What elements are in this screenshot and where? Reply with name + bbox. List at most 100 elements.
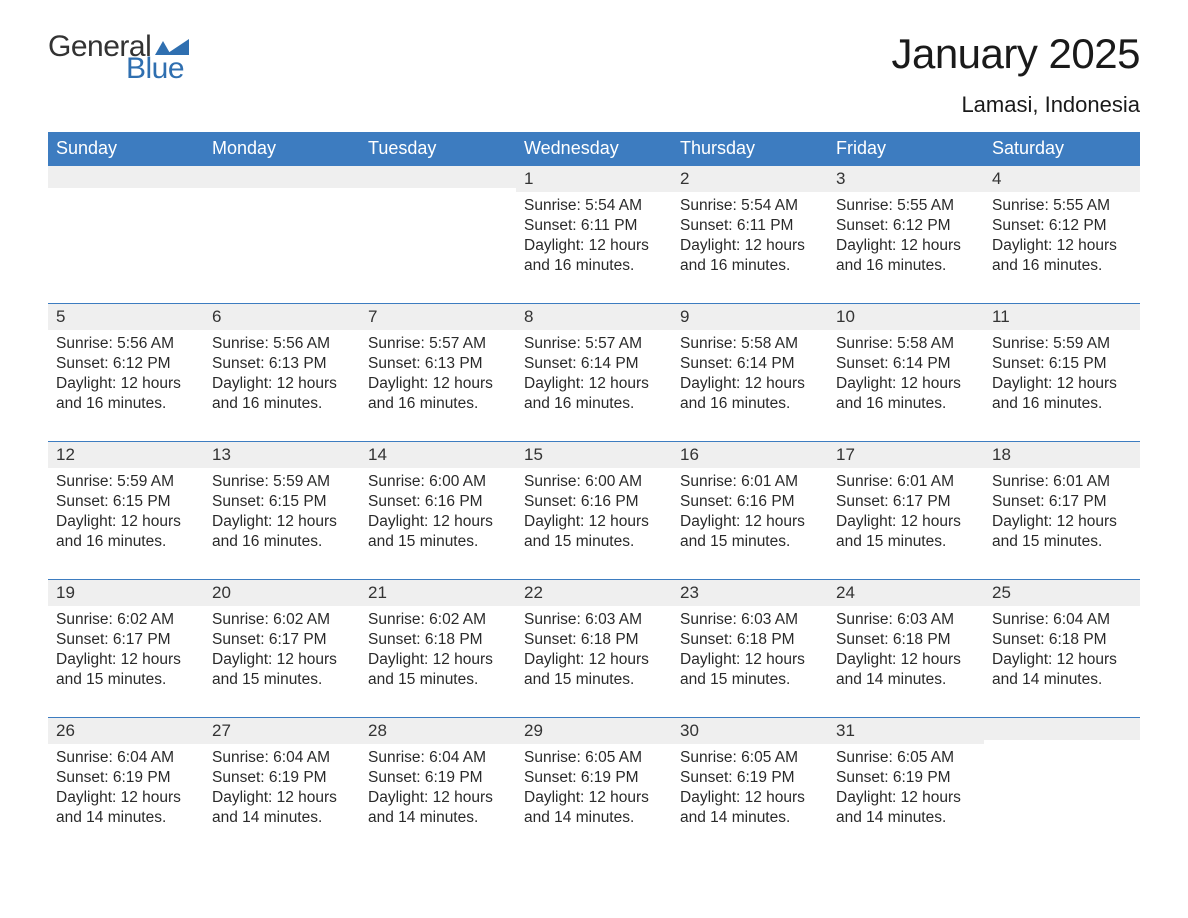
- daylight-line: Daylight: 12 hours: [368, 650, 508, 670]
- daylight-line: and 14 minutes.: [524, 808, 664, 828]
- calendar-week-row: 5Sunrise: 5:56 AMSunset: 6:12 PMDaylight…: [48, 304, 1140, 442]
- daylight-line: and 16 minutes.: [524, 256, 664, 276]
- daylight-line: and 15 minutes.: [524, 532, 664, 552]
- day-details: Sunrise: 6:01 AMSunset: 6:16 PMDaylight:…: [672, 468, 828, 560]
- sunrise-line: Sunrise: 5:54 AM: [524, 196, 664, 216]
- daylight-line: and 15 minutes.: [524, 670, 664, 690]
- daylight-line: Daylight: 12 hours: [368, 788, 508, 808]
- day-details: Sunrise: 6:01 AMSunset: 6:17 PMDaylight:…: [984, 468, 1140, 560]
- sunrise-line: Sunrise: 5:59 AM: [992, 334, 1132, 354]
- day-number: 12: [48, 442, 204, 468]
- sunrise-line: Sunrise: 5:55 AM: [992, 196, 1132, 216]
- sunset-line: Sunset: 6:11 PM: [524, 216, 664, 236]
- day-number: 4: [984, 166, 1140, 192]
- calendar-week-row: 1Sunrise: 5:54 AMSunset: 6:11 PMDaylight…: [48, 166, 1140, 304]
- weekday-header: Wednesday: [516, 132, 672, 166]
- daylight-line: and 16 minutes.: [680, 256, 820, 276]
- day-number: 31: [828, 718, 984, 744]
- daylight-line: Daylight: 12 hours: [524, 374, 664, 394]
- daylight-line: Daylight: 12 hours: [212, 788, 352, 808]
- daylight-line: Daylight: 12 hours: [836, 650, 976, 670]
- daylight-line: and 16 minutes.: [56, 394, 196, 414]
- day-details: Sunrise: 5:54 AMSunset: 6:11 PMDaylight:…: [672, 192, 828, 284]
- day-number: 29: [516, 718, 672, 744]
- weekday-header: Friday: [828, 132, 984, 166]
- daylight-line: Daylight: 12 hours: [524, 236, 664, 256]
- daylight-line: and 16 minutes.: [56, 532, 196, 552]
- day-number: 20: [204, 580, 360, 606]
- day-details: Sunrise: 6:02 AMSunset: 6:17 PMDaylight:…: [204, 606, 360, 698]
- daylight-line: and 14 minutes.: [368, 808, 508, 828]
- day-number: [48, 166, 204, 188]
- daylight-line: Daylight: 12 hours: [680, 650, 820, 670]
- day-details: Sunrise: 5:56 AMSunset: 6:13 PMDaylight:…: [204, 330, 360, 422]
- daylight-line: Daylight: 12 hours: [836, 236, 976, 256]
- sunrise-line: Sunrise: 5:56 AM: [56, 334, 196, 354]
- day-details: Sunrise: 5:59 AMSunset: 6:15 PMDaylight:…: [984, 330, 1140, 422]
- sunset-line: Sunset: 6:16 PM: [524, 492, 664, 512]
- sunset-line: Sunset: 6:16 PM: [368, 492, 508, 512]
- daylight-line: Daylight: 12 hours: [524, 650, 664, 670]
- day-number: 5: [48, 304, 204, 330]
- sunrise-line: Sunrise: 6:04 AM: [212, 748, 352, 768]
- sunrise-line: Sunrise: 6:04 AM: [56, 748, 196, 768]
- day-details: Sunrise: 6:05 AMSunset: 6:19 PMDaylight:…: [828, 744, 984, 836]
- sunset-line: Sunset: 6:17 PM: [56, 630, 196, 650]
- sunrise-line: Sunrise: 6:01 AM: [680, 472, 820, 492]
- day-details: Sunrise: 6:04 AMSunset: 6:19 PMDaylight:…: [360, 744, 516, 836]
- daylight-line: and 15 minutes.: [836, 532, 976, 552]
- daylight-line: Daylight: 12 hours: [524, 512, 664, 532]
- calendar-day-cell: 6Sunrise: 5:56 AMSunset: 6:13 PMDaylight…: [204, 304, 360, 442]
- calendar-day-cell: [984, 718, 1140, 856]
- day-number: 17: [828, 442, 984, 468]
- day-number: 28: [360, 718, 516, 744]
- sunset-line: Sunset: 6:19 PM: [524, 768, 664, 788]
- daylight-line: Daylight: 12 hours: [368, 374, 508, 394]
- daylight-line: Daylight: 12 hours: [56, 512, 196, 532]
- day-details: Sunrise: 6:03 AMSunset: 6:18 PMDaylight:…: [516, 606, 672, 698]
- sunrise-line: Sunrise: 5:55 AM: [836, 196, 976, 216]
- day-number: [204, 166, 360, 188]
- daylight-line: and 14 minutes.: [56, 808, 196, 828]
- location: Lamasi, Indonesia: [891, 92, 1140, 118]
- logo-blue-text: Blue: [126, 52, 189, 86]
- calendar-day-cell: 21Sunrise: 6:02 AMSunset: 6:18 PMDayligh…: [360, 580, 516, 718]
- sunrise-line: Sunrise: 6:02 AM: [212, 610, 352, 630]
- day-number: 3: [828, 166, 984, 192]
- sunrise-line: Sunrise: 6:03 AM: [836, 610, 976, 630]
- daylight-line: and 16 minutes.: [992, 394, 1132, 414]
- daylight-line: Daylight: 12 hours: [992, 650, 1132, 670]
- day-details: Sunrise: 6:04 AMSunset: 6:19 PMDaylight:…: [48, 744, 204, 836]
- calendar-day-cell: 12Sunrise: 5:59 AMSunset: 6:15 PMDayligh…: [48, 442, 204, 580]
- day-number: 30: [672, 718, 828, 744]
- calendar-week-row: 19Sunrise: 6:02 AMSunset: 6:17 PMDayligh…: [48, 580, 1140, 718]
- sunset-line: Sunset: 6:12 PM: [836, 216, 976, 236]
- calendar-day-cell: 30Sunrise: 6:05 AMSunset: 6:19 PMDayligh…: [672, 718, 828, 856]
- sunset-line: Sunset: 6:19 PM: [56, 768, 196, 788]
- day-details: Sunrise: 6:02 AMSunset: 6:17 PMDaylight:…: [48, 606, 204, 698]
- daylight-line: Daylight: 12 hours: [836, 512, 976, 532]
- day-details: Sunrise: 6:05 AMSunset: 6:19 PMDaylight:…: [672, 744, 828, 836]
- sunrise-line: Sunrise: 6:03 AM: [680, 610, 820, 630]
- day-details: Sunrise: 5:58 AMSunset: 6:14 PMDaylight:…: [828, 330, 984, 422]
- calendar-day-cell: 22Sunrise: 6:03 AMSunset: 6:18 PMDayligh…: [516, 580, 672, 718]
- day-number: 21: [360, 580, 516, 606]
- daylight-line: and 15 minutes.: [56, 670, 196, 690]
- day-number: 11: [984, 304, 1140, 330]
- sunset-line: Sunset: 6:18 PM: [368, 630, 508, 650]
- day-number: 7: [360, 304, 516, 330]
- daylight-line: Daylight: 12 hours: [212, 374, 352, 394]
- sunset-line: Sunset: 6:12 PM: [992, 216, 1132, 236]
- sunset-line: Sunset: 6:15 PM: [992, 354, 1132, 374]
- day-number: 23: [672, 580, 828, 606]
- calendar-day-cell: 28Sunrise: 6:04 AMSunset: 6:19 PMDayligh…: [360, 718, 516, 856]
- daylight-line: and 15 minutes.: [680, 670, 820, 690]
- weekday-header: Sunday: [48, 132, 204, 166]
- calendar-day-cell: 1Sunrise: 5:54 AMSunset: 6:11 PMDaylight…: [516, 166, 672, 304]
- day-number: 6: [204, 304, 360, 330]
- sunrise-line: Sunrise: 6:05 AM: [524, 748, 664, 768]
- calendar-day-cell: 7Sunrise: 5:57 AMSunset: 6:13 PMDaylight…: [360, 304, 516, 442]
- day-number: 26: [48, 718, 204, 744]
- calendar-day-cell: 29Sunrise: 6:05 AMSunset: 6:19 PMDayligh…: [516, 718, 672, 856]
- sunrise-line: Sunrise: 6:05 AM: [836, 748, 976, 768]
